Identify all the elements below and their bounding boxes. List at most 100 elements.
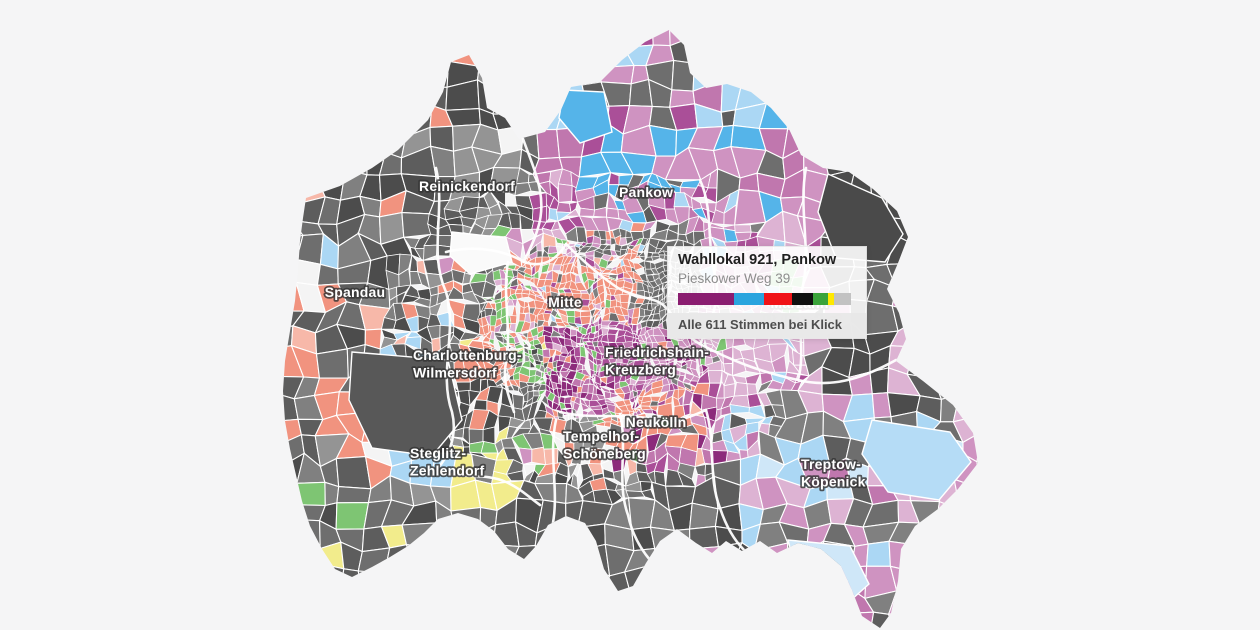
precinct-cell[interactable] bbox=[914, 100, 941, 136]
precinct-cell[interactable] bbox=[378, 40, 414, 68]
precinct-cell[interactable] bbox=[334, 108, 370, 132]
precinct-cell[interactable] bbox=[276, 199, 303, 222]
precinct-cell[interactable] bbox=[980, 529, 1004, 551]
precinct-cell[interactable] bbox=[523, 101, 542, 131]
precinct-cell[interactable] bbox=[574, 355, 581, 365]
precinct-cell[interactable] bbox=[973, 540, 1005, 578]
precinct-cell[interactable] bbox=[270, 258, 298, 290]
precinct-cell[interactable] bbox=[774, 562, 805, 595]
precinct-cell[interactable] bbox=[714, 408, 722, 423]
precinct-cell[interactable] bbox=[801, 130, 834, 154]
precinct-cell[interactable] bbox=[340, 36, 370, 63]
precinct-cell[interactable] bbox=[402, 562, 433, 593]
precinct-cell[interactable] bbox=[532, 390, 540, 397]
precinct-cell[interactable] bbox=[975, 388, 1004, 418]
precinct-cell[interactable] bbox=[384, 617, 412, 630]
precinct-cell[interactable] bbox=[450, 569, 474, 588]
precinct-cell[interactable] bbox=[602, 592, 632, 622]
precinct-cell[interactable] bbox=[557, 282, 567, 290]
precinct-cell[interactable] bbox=[844, 89, 868, 116]
precinct-cell[interactable] bbox=[534, 544, 568, 573]
precinct-cell[interactable] bbox=[692, 14, 724, 45]
precinct-cell[interactable] bbox=[632, 281, 638, 292]
precinct-cell[interactable] bbox=[450, 506, 482, 533]
precinct-cell[interactable] bbox=[275, 504, 300, 529]
precinct-cell[interactable] bbox=[561, 380, 567, 391]
precinct-cell[interactable] bbox=[931, 36, 965, 72]
precinct-cell[interactable] bbox=[582, 22, 606, 49]
precinct-cell[interactable] bbox=[819, 585, 848, 619]
precinct-cell[interactable] bbox=[582, 41, 606, 68]
precinct-cell[interactable] bbox=[576, 523, 606, 550]
precinct-cell[interactable] bbox=[913, 609, 937, 630]
precinct-cell[interactable] bbox=[976, 303, 1001, 333]
precinct-cell[interactable] bbox=[312, 611, 350, 630]
precinct-cell[interactable] bbox=[294, 519, 321, 550]
precinct-cell[interactable] bbox=[451, 268, 465, 285]
precinct-cell[interactable] bbox=[906, 258, 943, 291]
precinct-cell[interactable] bbox=[844, 611, 875, 630]
precinct-cell[interactable] bbox=[687, 567, 723, 595]
precinct-cell[interactable] bbox=[555, 201, 572, 214]
precinct-cell[interactable] bbox=[931, 57, 958, 89]
precinct-cell[interactable] bbox=[733, 607, 760, 630]
precinct-cell[interactable] bbox=[930, 193, 962, 219]
precinct-cell[interactable] bbox=[931, 212, 962, 236]
precinct-cell[interactable] bbox=[615, 392, 626, 401]
precinct-cell[interactable] bbox=[625, 490, 646, 499]
precinct-cell[interactable] bbox=[509, 315, 518, 325]
precinct-cell[interactable] bbox=[981, 345, 1006, 369]
precinct-cell[interactable] bbox=[665, 468, 684, 487]
precinct-cell[interactable] bbox=[734, 224, 752, 234]
precinct-cell[interactable] bbox=[339, 591, 369, 617]
precinct-cell[interactable] bbox=[316, 562, 345, 593]
precinct-cell[interactable] bbox=[577, 543, 611, 577]
precinct-cell[interactable] bbox=[544, 36, 568, 67]
precinct-cell[interactable] bbox=[426, 562, 458, 593]
precinct-cell[interactable] bbox=[980, 589, 1002, 609]
precinct-cell[interactable] bbox=[846, 13, 870, 47]
precinct-cell[interactable] bbox=[556, 304, 565, 309]
precinct-cell[interactable] bbox=[290, 106, 325, 136]
precinct-cell[interactable] bbox=[959, 344, 987, 378]
precinct-cell[interactable] bbox=[975, 411, 999, 442]
precinct-cell[interactable] bbox=[928, 101, 959, 135]
precinct-cell[interactable] bbox=[973, 79, 1003, 110]
precinct-cell[interactable] bbox=[615, 367, 621, 378]
precinct-cell[interactable] bbox=[733, 382, 749, 397]
precinct-cell[interactable] bbox=[664, 569, 695, 596]
precinct-cell[interactable] bbox=[952, 388, 983, 423]
precinct-cell[interactable] bbox=[564, 451, 575, 468]
precinct-cell[interactable] bbox=[339, 568, 362, 595]
precinct-cell[interactable] bbox=[757, 41, 782, 69]
precinct-cell[interactable] bbox=[334, 123, 370, 156]
precinct-cell[interactable] bbox=[514, 292, 523, 300]
precinct-cell[interactable] bbox=[521, 401, 529, 410]
precinct-cell[interactable] bbox=[865, 36, 899, 63]
precinct-cell[interactable] bbox=[831, 104, 854, 133]
precinct-cell[interactable] bbox=[757, 67, 790, 88]
precinct-cell[interactable] bbox=[748, 405, 767, 419]
precinct-cell[interactable] bbox=[599, 368, 611, 379]
precinct-cell[interactable] bbox=[664, 353, 673, 362]
precinct-cell[interactable] bbox=[675, 355, 684, 362]
precinct-cell[interactable] bbox=[561, 376, 568, 382]
precinct-cell[interactable] bbox=[718, 14, 740, 45]
precinct-cell[interactable] bbox=[782, 85, 801, 110]
precinct-cell[interactable] bbox=[955, 125, 984, 158]
precinct-cell[interactable] bbox=[980, 176, 1009, 193]
precinct-cell[interactable] bbox=[798, 63, 834, 94]
precinct-cell[interactable] bbox=[512, 393, 524, 410]
precinct-cell[interactable] bbox=[400, 611, 431, 630]
precinct-cell[interactable] bbox=[912, 593, 936, 617]
precinct-cell[interactable] bbox=[798, 86, 834, 112]
precinct-cell[interactable] bbox=[384, 79, 413, 111]
precinct-cell[interactable] bbox=[606, 489, 623, 506]
precinct-cells-layer[interactable] bbox=[270, 13, 1009, 630]
precinct-cell[interactable] bbox=[274, 36, 303, 68]
precinct-cell[interactable] bbox=[426, 522, 455, 548]
precinct-cell[interactable] bbox=[907, 322, 936, 351]
precinct-cell[interactable] bbox=[315, 151, 347, 177]
precinct-cell[interactable] bbox=[541, 609, 562, 630]
